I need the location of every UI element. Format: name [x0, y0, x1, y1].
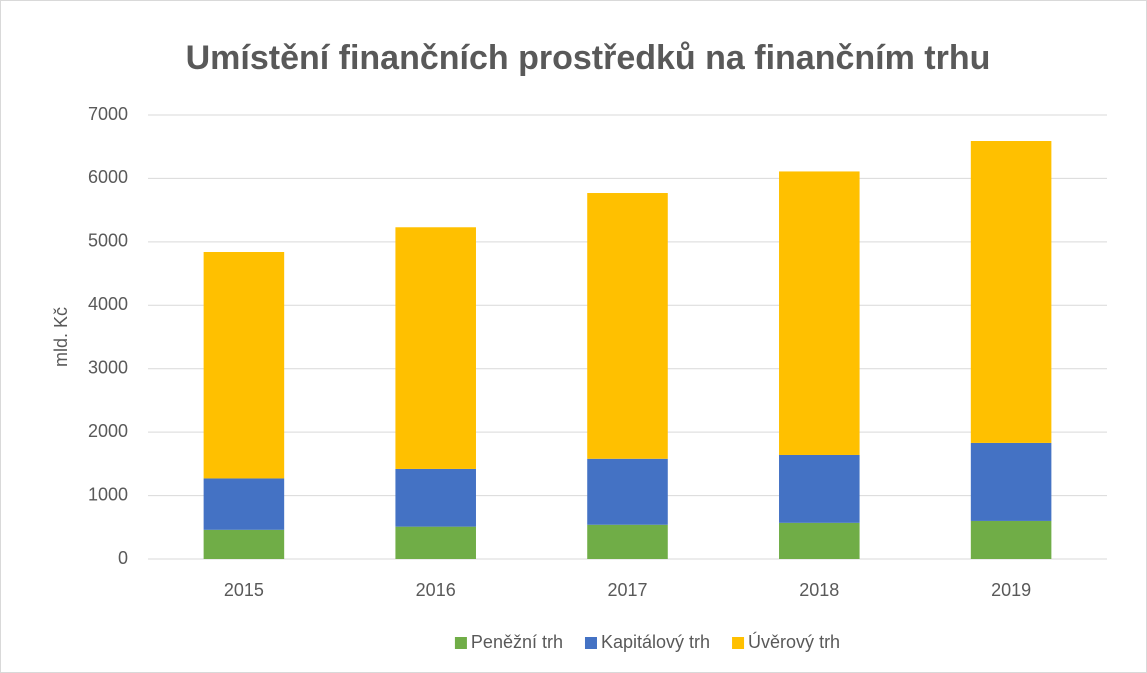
legend-swatch	[454, 637, 467, 649]
legend-label: Peněžní trh	[471, 632, 563, 652]
chart-title: Umístění finančních prostředků na finanč…	[186, 39, 991, 77]
bar-segment	[779, 522, 860, 559]
bar-segment	[779, 454, 860, 523]
x-tick-label: 2018	[799, 580, 839, 600]
bar-segment	[395, 227, 476, 469]
bar-segment	[203, 478, 285, 530]
bar-segment	[203, 529, 285, 559]
bar-segment	[587, 524, 668, 559]
bar-segment	[587, 193, 668, 459]
bar-segment	[587, 458, 668, 525]
bar-segment	[970, 141, 1052, 443]
x-tick-label: 2019	[991, 580, 1031, 600]
y-tick-label: 6000	[88, 167, 128, 187]
x-tick-label: 2015	[224, 580, 264, 600]
y-tick-label: 5000	[88, 231, 128, 251]
y-axis-label: mld. Kč	[51, 307, 71, 367]
y-tick-label: 2000	[88, 421, 128, 441]
legend-swatch	[732, 637, 745, 649]
bar-segment	[203, 252, 285, 479]
bar-segment	[395, 468, 476, 527]
y-tick-label: 4000	[88, 294, 128, 314]
y-tick-label: 1000	[88, 484, 128, 504]
legend-swatch	[584, 637, 597, 649]
bar-segment	[779, 171, 860, 455]
y-tick-label: 3000	[88, 357, 128, 377]
y-tick-label: 0	[118, 548, 128, 568]
x-tick-label: 2017	[607, 580, 647, 600]
legend-label: Kapitálový trh	[601, 632, 710, 652]
legend-label: Úvěrový trh	[748, 631, 840, 652]
bar-segment	[970, 520, 1052, 559]
y-tick-label: 7000	[88, 104, 128, 124]
bar-segment	[970, 442, 1052, 521]
x-tick-label: 2016	[416, 580, 456, 600]
bar-segment	[395, 526, 476, 559]
